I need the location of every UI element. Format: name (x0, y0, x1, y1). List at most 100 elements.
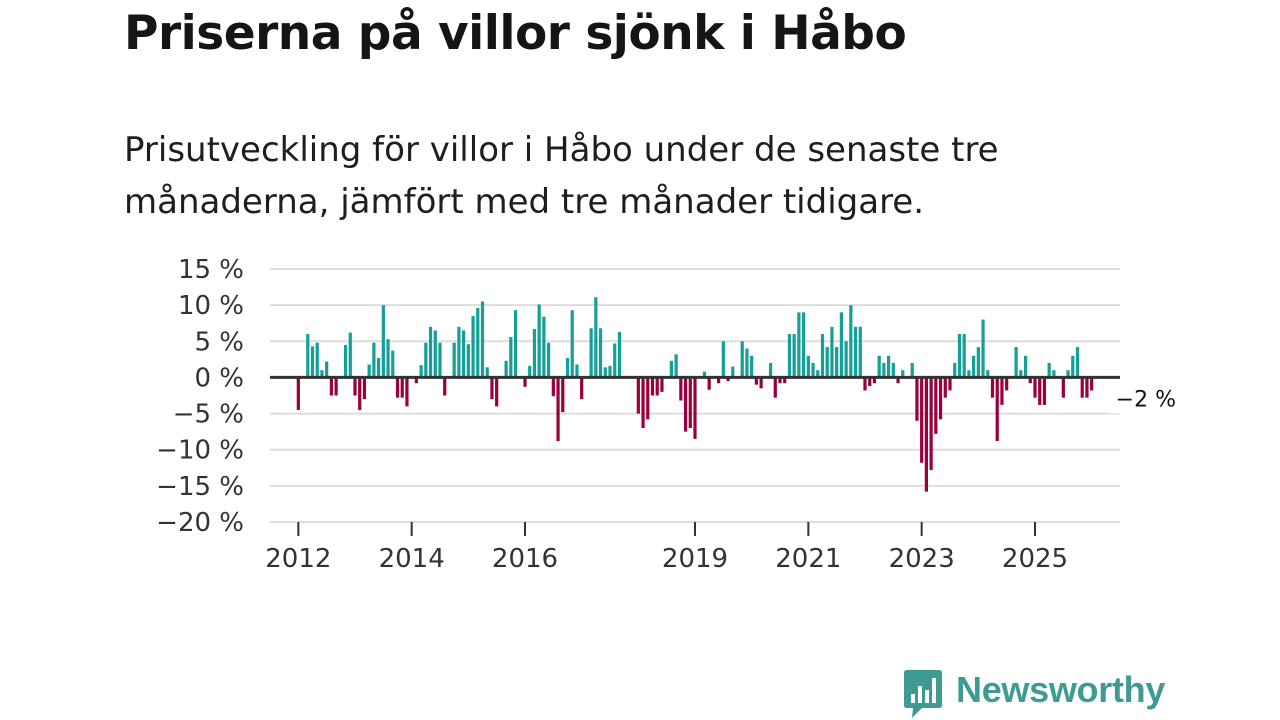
bar (863, 377, 867, 391)
bar (1085, 377, 1089, 398)
x-tick-label: 2016 (492, 544, 558, 574)
y-tick-label: −5 % (173, 400, 244, 430)
bar (462, 330, 466, 378)
bar (830, 326, 834, 378)
y-tick-label: 10 % (178, 291, 244, 321)
bar (934, 377, 938, 434)
bar (296, 377, 300, 410)
bar (844, 341, 848, 378)
bar (655, 377, 659, 396)
bar (943, 377, 947, 398)
bar (565, 357, 570, 378)
bar (872, 377, 877, 384)
bar (400, 377, 404, 398)
bar (750, 355, 754, 378)
x-tick-label: 2019 (662, 544, 728, 574)
y-tick-label: 15 % (178, 255, 244, 285)
bar (480, 301, 485, 378)
bar (1005, 377, 1009, 391)
bar (896, 377, 900, 384)
bar (603, 367, 607, 378)
bar (310, 346, 315, 378)
bar (768, 362, 773, 378)
bar (320, 370, 324, 378)
bar (783, 377, 787, 384)
bar (457, 326, 461, 378)
bar (433, 330, 437, 378)
bar (920, 377, 924, 463)
bar (858, 326, 862, 378)
bar (1042, 377, 1047, 405)
bar (348, 332, 352, 378)
bar (353, 377, 357, 396)
bar (731, 366, 735, 378)
bar (1000, 377, 1004, 405)
bar (882, 362, 886, 378)
bar (358, 377, 362, 410)
bar (1047, 362, 1051, 378)
bar (334, 377, 338, 396)
bar (986, 370, 990, 378)
bar (542, 316, 546, 378)
bar (754, 377, 758, 385)
bar (717, 377, 721, 384)
bar (589, 328, 593, 378)
bar (315, 342, 319, 378)
axes (270, 375, 1120, 536)
bar (551, 377, 555, 397)
bar (924, 377, 928, 492)
bar (957, 334, 962, 378)
bar (962, 334, 966, 378)
bar (707, 377, 711, 390)
bar (381, 305, 385, 378)
bar (740, 341, 744, 378)
bar (528, 365, 532, 378)
bar (391, 350, 395, 378)
bar (693, 377, 697, 439)
bar (1028, 377, 1032, 384)
bar (570, 310, 574, 378)
bar (721, 341, 725, 378)
bar (891, 362, 895, 378)
bar (839, 312, 843, 378)
bar (466, 344, 470, 378)
bar (953, 362, 957, 378)
end-value-label: −2 % (1116, 387, 1176, 412)
bar (362, 377, 367, 400)
x-tick-label: 2023 (889, 544, 955, 574)
bar (683, 377, 688, 432)
bar (495, 377, 499, 407)
bar (329, 377, 333, 396)
bar (835, 347, 839, 378)
bar (1080, 377, 1084, 398)
bar (1090, 377, 1094, 391)
bar (1071, 355, 1075, 378)
bar (825, 347, 829, 378)
bar (726, 377, 730, 382)
bar (901, 370, 905, 378)
bar (377, 357, 381, 378)
bar (608, 365, 612, 378)
bar (972, 355, 976, 378)
bar (811, 362, 815, 378)
bar (1052, 370, 1056, 378)
bar (414, 377, 418, 384)
bar (929, 377, 933, 470)
bar (853, 326, 858, 378)
brand-name: Newsworthy (956, 669, 1166, 710)
bar (523, 377, 527, 387)
bar (1075, 347, 1080, 378)
bar (476, 308, 480, 378)
bar (910, 362, 914, 378)
bar (1061, 377, 1065, 398)
bar (1033, 377, 1037, 398)
bar (617, 331, 622, 378)
x-tick-label: 2012 (265, 544, 331, 574)
bar (325, 361, 329, 378)
bar (679, 377, 683, 401)
bar (948, 377, 952, 391)
bar (386, 339, 390, 378)
bar (787, 334, 792, 378)
bar (556, 377, 560, 442)
bar (745, 348, 749, 378)
